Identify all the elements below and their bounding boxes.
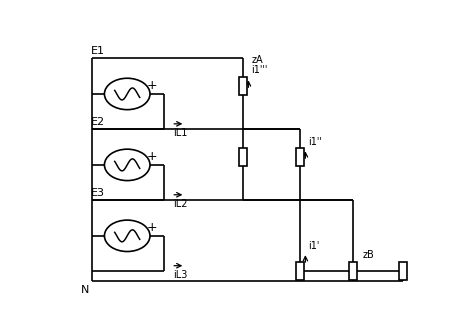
Bar [296, 148, 304, 166]
Text: i1''': i1''' [251, 65, 268, 75]
Text: +: + [146, 221, 157, 234]
Text: E1: E1 [91, 46, 104, 56]
Bar [239, 148, 247, 166]
Text: zB: zB [362, 250, 374, 260]
Circle shape [104, 149, 150, 181]
Text: +: + [146, 79, 157, 92]
Text: zA: zA [252, 55, 264, 65]
Bar [239, 78, 247, 95]
Circle shape [104, 78, 150, 110]
Text: i1': i1' [308, 241, 319, 251]
Bar [349, 263, 357, 280]
Text: iL3: iL3 [173, 270, 188, 280]
Text: iL1: iL1 [173, 128, 188, 138]
Text: iL2: iL2 [173, 199, 188, 209]
Text: i1'': i1'' [308, 137, 322, 147]
Text: E2: E2 [91, 117, 105, 127]
Circle shape [104, 220, 150, 251]
Bar [296, 263, 304, 280]
Text: E3: E3 [91, 188, 104, 198]
Text: N: N [82, 285, 90, 295]
Bar [399, 263, 407, 280]
Text: +: + [146, 150, 157, 163]
